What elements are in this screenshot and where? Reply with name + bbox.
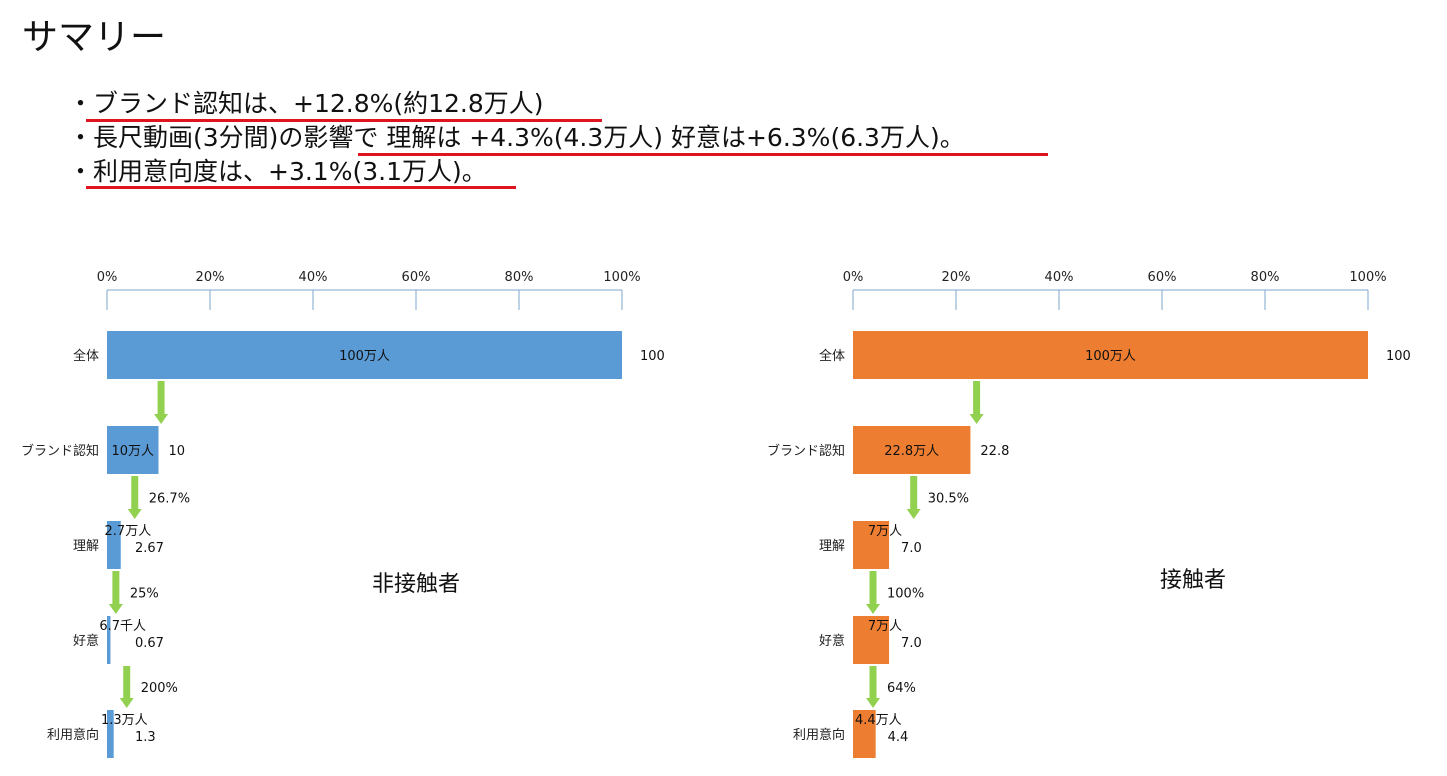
bullet-brand-awareness: ・ブランド認知は、+12.8%(約12.8万人) (68, 89, 544, 118)
nonexposed-bar-label: 1.3万人 (101, 713, 148, 728)
nonexposed-tick-label: 100% (603, 270, 640, 285)
exposed-panel-title: 接触者 (1160, 568, 1226, 593)
nonexposed-value-label: 0.67 (135, 636, 164, 651)
nonexposed-bar (107, 426, 159, 474)
nonexposed-category-label: 好意 (73, 633, 99, 649)
exposed-conversion-rate: 100% (887, 587, 924, 602)
exposed-tick-label: 100% (1349, 270, 1386, 285)
nonexposed-tick-label: 0% (97, 270, 118, 285)
exposed-value-label: 22.8 (980, 444, 1009, 459)
exposed-tick-label: 20% (942, 270, 971, 285)
nonexposed-bar-label: 100万人 (339, 349, 390, 364)
exposed-conversion-rate: 30.5% (928, 492, 969, 507)
nonexposed-bar (107, 616, 111, 664)
nonexposed-tick-label: 80% (505, 270, 534, 285)
nonexposed-flow-arrowhead (127, 509, 142, 519)
exposed-bar (853, 616, 890, 664)
exposed-category-label: 全体 (819, 348, 845, 364)
exposed-flow-arrowhead (866, 604, 881, 614)
exposed-conversion-rate: 64% (887, 681, 916, 696)
nonexposed-bar (107, 710, 114, 758)
exposed-value-label: 7.0 (901, 541, 922, 556)
nonexposed-tick-label: 60% (402, 270, 431, 285)
page-title: サマリー (22, 17, 167, 58)
exposed-bar-label: 4.4万人 (855, 713, 902, 728)
exposed-bar-label: 100万人 (1085, 349, 1136, 364)
bullet-long-video: ・長尺動画(3分間)の影響で 理解は +4.3%(4.3万人) 好意は+6.3%… (68, 123, 965, 152)
nonexposed-flow-arrowhead (154, 414, 169, 424)
nonexposed-flow-arrowhead (108, 604, 123, 614)
exposed-tick-label: 60% (1148, 270, 1177, 285)
underline-bullet-1 (86, 119, 602, 122)
nonexposed-bar (107, 521, 121, 569)
exposed-tick-label: 40% (1045, 270, 1074, 285)
exposed-flow-arrowhead (866, 698, 881, 708)
underline-bullet-2 (358, 153, 1048, 156)
exposed-category-label: ブランド認知 (767, 443, 845, 459)
underline-bullet-3 (86, 186, 516, 189)
nonexposed-bar (107, 331, 622, 379)
nonexposed-conversion-rate: 26.7% (149, 492, 190, 507)
exposed-value-label: 100 (1386, 349, 1411, 364)
nonexposed-conversion-rate: 200% (141, 681, 178, 696)
nonexposed-flow-arrowhead (119, 698, 134, 708)
nonexposed-bar-label: 2.7万人 (105, 524, 152, 539)
nonexposed-conversion-rate: 25% (130, 587, 159, 602)
exposed-bar (853, 426, 971, 474)
nonexposed-category-label: 全体 (73, 348, 99, 364)
nonexposed-value-label: 10 (169, 444, 186, 459)
exposed-category-label: 好意 (819, 633, 845, 649)
nonexposed-category-label: ブランド認知 (21, 443, 99, 459)
exposed-category-label: 利用意向 (793, 727, 845, 743)
exposed-bar (853, 521, 890, 569)
nonexposed-category-label: 利用意向 (47, 727, 99, 743)
exposed-tick-label: 0% (843, 270, 864, 285)
exposed-bar (853, 710, 876, 758)
exposed-bar-label: 22.8万人 (884, 444, 939, 459)
exposed-bar (853, 331, 1368, 379)
exposed-value-label: 4.4 (888, 730, 909, 745)
exposed-bar-label: 7万人 (868, 524, 902, 539)
nonexposed-bar-label: 10万人 (111, 444, 154, 459)
exposed-category-label: 理解 (819, 539, 845, 554)
nonexposed-value-label: 1.3 (135, 730, 156, 745)
exposed-value-label: 7.0 (901, 636, 922, 651)
nonexposed-value-label: 2.67 (135, 541, 164, 556)
nonexposed-tick-label: 20% (196, 270, 225, 285)
bullet-intent: ・利用意向度は、+3.1%(3.1万人)。 (68, 157, 487, 186)
exposed-flow-arrowhead (969, 414, 984, 424)
exposed-tick-label: 80% (1251, 270, 1280, 285)
nonexposed-bar-label: 6.7千人 (99, 619, 146, 634)
nonexposed-category-label: 理解 (73, 539, 99, 554)
nonexposed-tick-label: 40% (299, 270, 328, 285)
nonexposed-value-label: 100 (640, 349, 665, 364)
exposed-flow-arrowhead (906, 509, 921, 519)
exposed-bar-label: 7万人 (868, 619, 902, 634)
nonexposed-panel-title: 非接触者 (372, 572, 460, 597)
